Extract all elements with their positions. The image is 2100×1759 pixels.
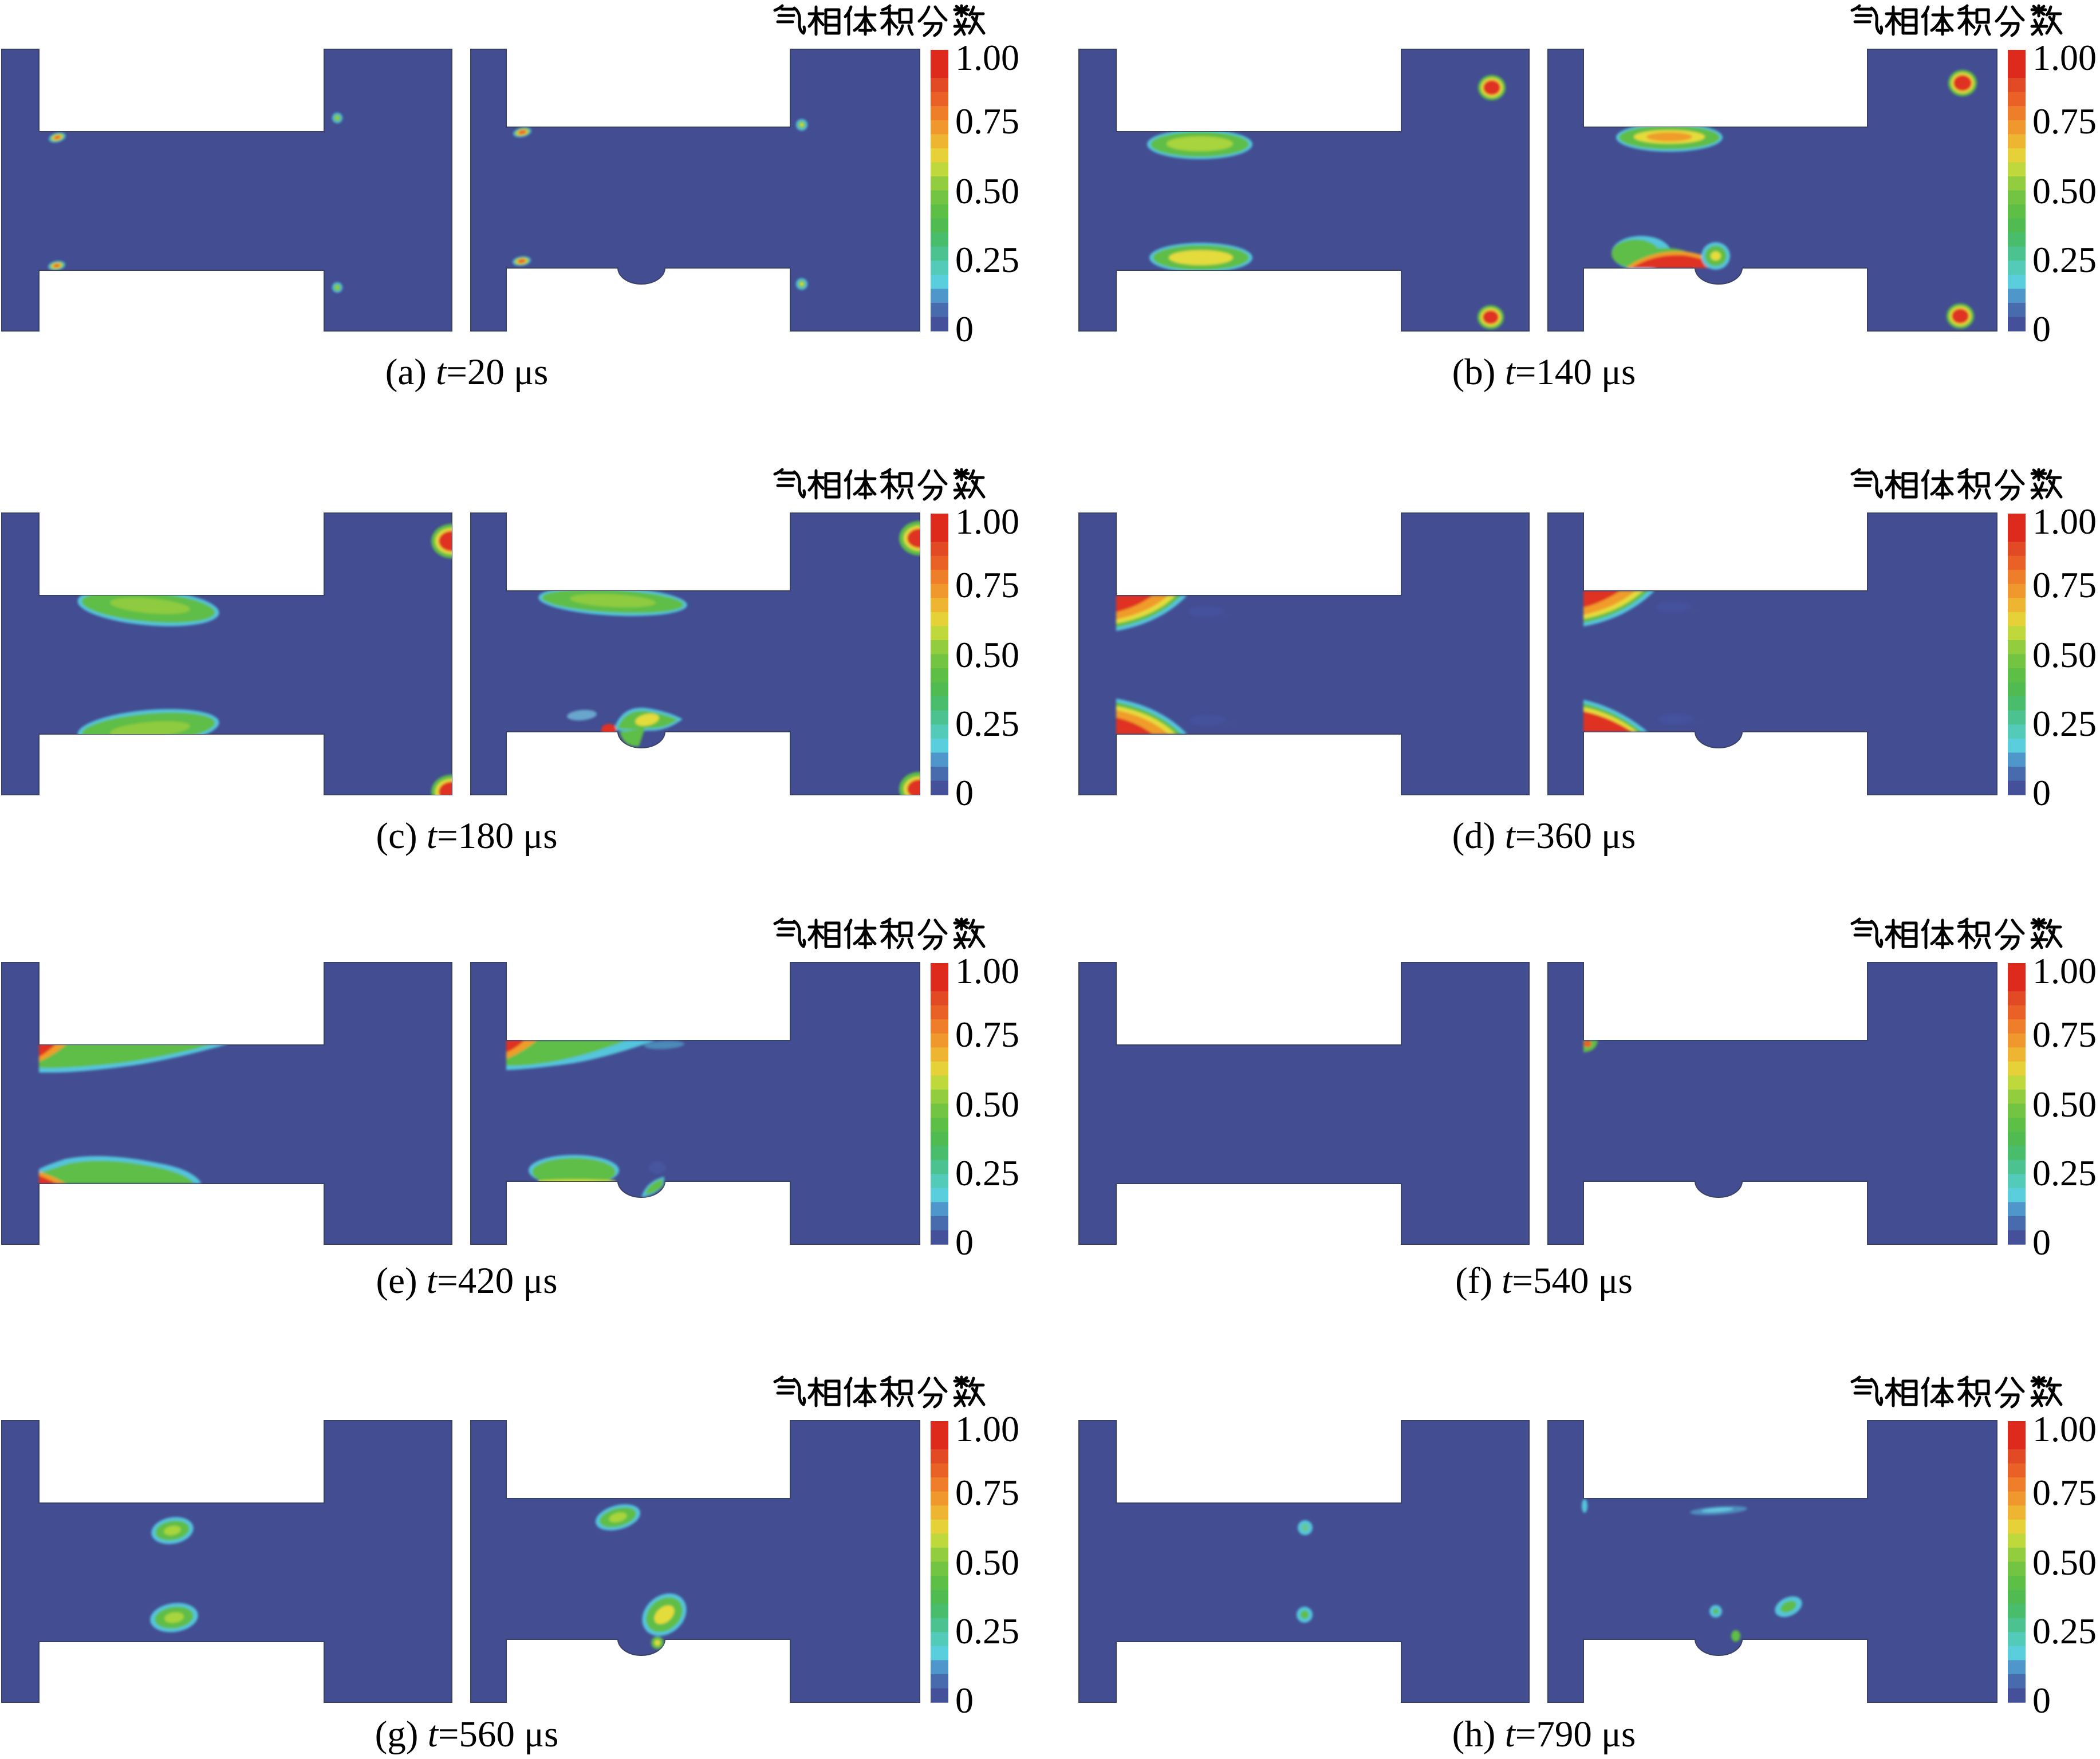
svg-text:(f) t=540 μs: (f) t=540 μs — [1455, 1260, 1633, 1301]
svg-text:(a) t=20 μs: (a) t=20 μs — [385, 352, 549, 393]
svg-text:(b) t=140 μs: (b) t=140 μs — [1452, 352, 1636, 393]
svg-text:(e) t=420 μs: (e) t=420 μs — [376, 1260, 557, 1301]
svg-text:(h) t=790 μs: (h) t=790 μs — [1452, 1714, 1636, 1755]
svg-text:(c) t=180 μs: (c) t=180 μs — [376, 815, 557, 857]
svg-text:(d) t=360 μs: (d) t=360 μs — [1452, 815, 1636, 857]
svg-text:(g) t=560 μs: (g) t=560 μs — [375, 1714, 559, 1755]
